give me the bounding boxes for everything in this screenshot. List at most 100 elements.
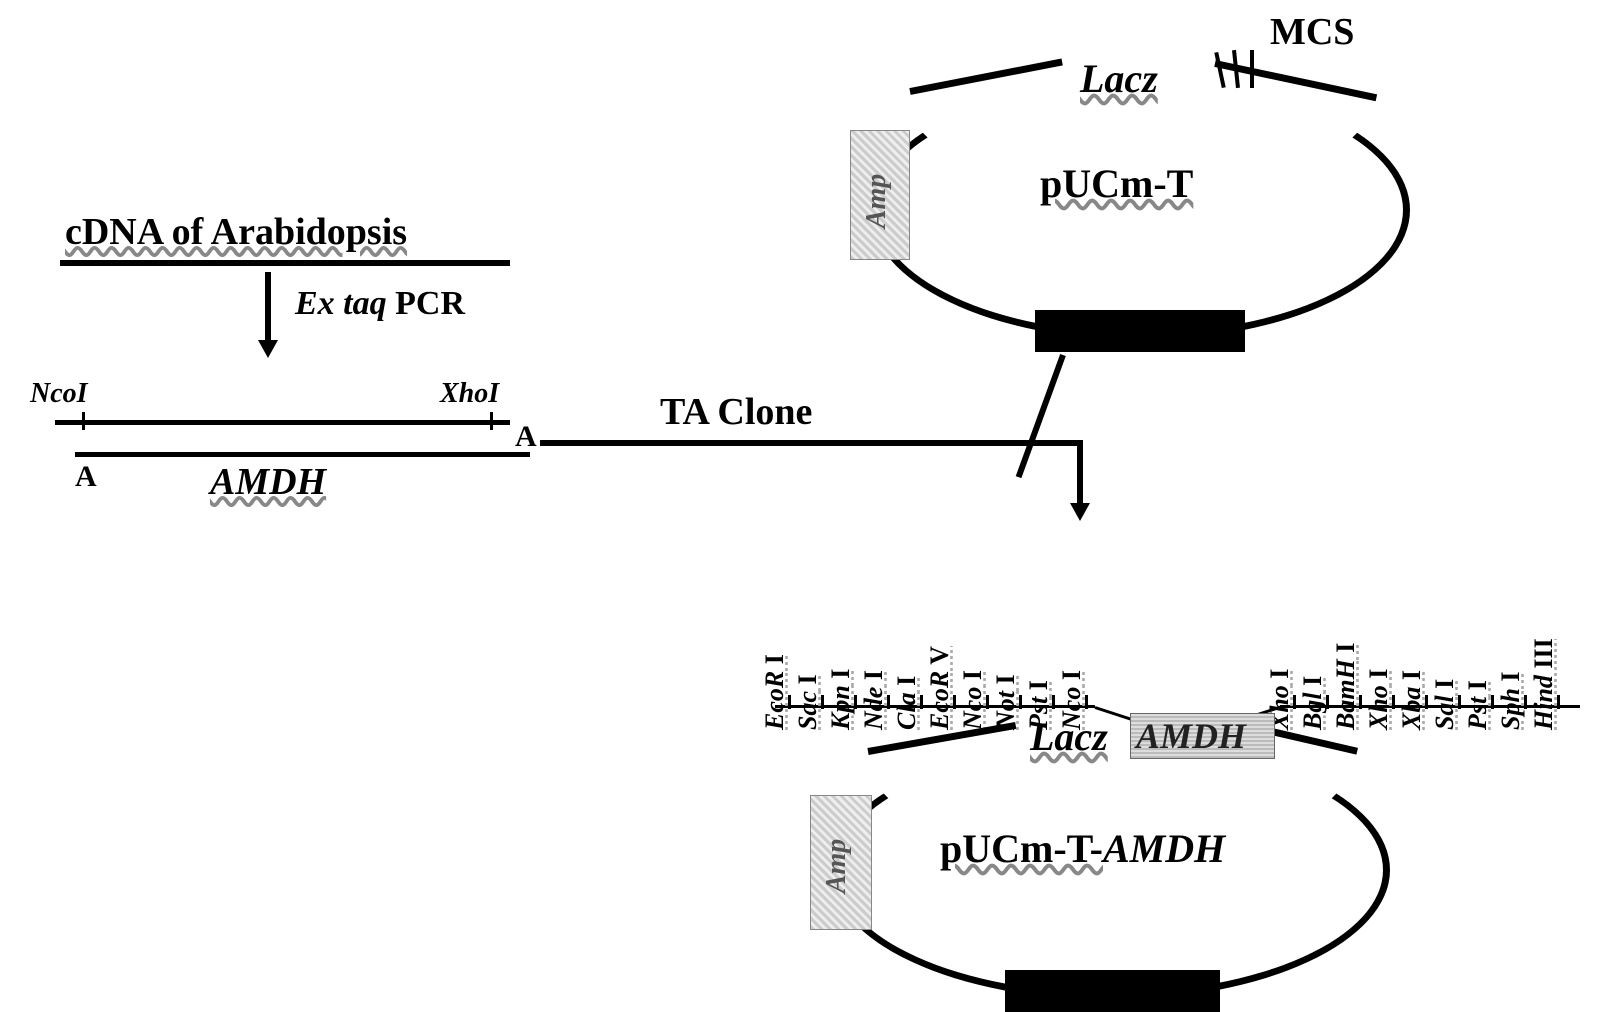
amp-text-1: Amp bbox=[861, 174, 893, 228]
enzyme-ndeI: Nde I bbox=[859, 670, 889, 730]
cdna-underline bbox=[60, 260, 510, 266]
enzyme-num: I bbox=[1265, 669, 1294, 686]
a-left: A bbox=[75, 460, 97, 494]
mcs-tick-1 bbox=[1214, 52, 1225, 88]
enzyme-ecorV: EcoR V bbox=[925, 646, 955, 730]
ta-arrow-line bbox=[540, 440, 1080, 446]
enzyme-hindIII: Hind III bbox=[1529, 638, 1559, 730]
amdh-top-strand bbox=[55, 420, 510, 425]
enzyme-tick bbox=[1293, 695, 1296, 709]
mcs-tick-3 bbox=[1250, 50, 1254, 88]
enzyme-num: I bbox=[892, 676, 921, 693]
pcr-italic: Ex taq bbox=[295, 285, 387, 322]
enzyme-sphI: Sph I bbox=[1496, 671, 1526, 730]
lacz-label-1: Lacz bbox=[1080, 55, 1158, 102]
enzyme-name: Nco bbox=[958, 687, 987, 730]
enzyme-name: Sal bbox=[1430, 695, 1459, 730]
plasmid2-name-prefix: pUCm-T- bbox=[940, 826, 1103, 871]
ta-clone-label: TA Clone bbox=[660, 390, 812, 434]
enzyme-num: I bbox=[1024, 680, 1053, 697]
enzyme-name: EcoR bbox=[925, 671, 954, 730]
pcr-label: Ex taq PCR bbox=[295, 285, 465, 323]
enzyme-tick bbox=[953, 695, 956, 709]
enzyme-tick bbox=[1392, 695, 1395, 709]
enzyme-bamhI: BamH I bbox=[1331, 643, 1361, 730]
a-right: A bbox=[515, 420, 537, 454]
enzyme-num: I bbox=[1057, 670, 1086, 687]
ncoI-tick bbox=[82, 412, 85, 430]
enzyme-tick bbox=[887, 695, 890, 709]
enzyme-name: EcoR bbox=[760, 671, 789, 730]
xhoI-tick bbox=[490, 412, 493, 430]
enzyme-tick bbox=[1524, 695, 1527, 709]
enzyme-num: I bbox=[760, 654, 789, 671]
enzyme-num: I bbox=[859, 670, 888, 687]
enzyme-name: Xba bbox=[1397, 687, 1426, 730]
enzyme-tick bbox=[1557, 695, 1560, 709]
enzyme-salI: Sal I bbox=[1430, 679, 1460, 730]
enzyme-name: Hind bbox=[1529, 675, 1558, 730]
diagram-root: Lacz MCS pUCm-T Amp cDNA of Arabidopsis … bbox=[20, 20, 1590, 977]
enzyme-name: Nde bbox=[859, 687, 888, 730]
ta-arrow-head bbox=[1070, 503, 1090, 521]
enzyme-num: I bbox=[1463, 680, 1492, 697]
pcr-rest: PCR bbox=[387, 285, 465, 322]
enzyme-tick bbox=[1359, 695, 1362, 709]
enzyme-tick bbox=[1458, 695, 1461, 709]
plasmid1-ring bbox=[870, 80, 1410, 340]
black-box-1 bbox=[1035, 310, 1245, 352]
enzyme-num: I bbox=[958, 670, 987, 687]
plasmid2-name: pUCm-T-AMDH bbox=[940, 825, 1225, 872]
enzyme-num: I bbox=[793, 674, 822, 691]
enzyme-num: I bbox=[1397, 670, 1426, 687]
enzyme-name: Cla bbox=[892, 692, 921, 730]
enzyme-name: Xho bbox=[1364, 685, 1393, 730]
plasmid1-to-ta-line bbox=[1016, 354, 1066, 478]
amdh-label: AMDH bbox=[210, 460, 326, 504]
enzyme-num: I bbox=[1496, 671, 1525, 688]
enzyme-tick bbox=[1085, 695, 1088, 709]
enzyme-num: I bbox=[991, 674, 1020, 691]
enzyme-tick bbox=[1326, 695, 1329, 709]
enzyme-xbaI: Xba I bbox=[1397, 670, 1427, 730]
enzyme-name: Sph bbox=[1496, 688, 1525, 730]
enzyme-num: V bbox=[925, 646, 954, 671]
enzyme-num: III bbox=[1529, 638, 1558, 675]
ncoI-label: NcoI bbox=[30, 378, 88, 410]
plasmid2-name-italic: AMDH bbox=[1103, 826, 1225, 871]
plasmid1-name: pUCm-T bbox=[1040, 160, 1193, 207]
pcr-arrow-head bbox=[258, 340, 278, 358]
enzyme-tick bbox=[986, 695, 989, 709]
enzyme-xhoI: Xho I bbox=[1364, 669, 1394, 730]
enzyme-num: I bbox=[1331, 643, 1360, 660]
enzyme-name: Pst bbox=[1463, 697, 1492, 730]
enzyme-num: I bbox=[1298, 676, 1327, 693]
enzyme-name: BamH bbox=[1331, 659, 1360, 730]
amdh-bottom-strand bbox=[75, 452, 530, 457]
black-box-2 bbox=[1005, 970, 1220, 1012]
enzyme-num: I bbox=[1430, 679, 1459, 696]
ta-arrow-bend bbox=[1077, 440, 1083, 505]
enzyme-num: I bbox=[826, 669, 855, 686]
amp-text-2: Amp bbox=[821, 839, 853, 893]
enzyme-claI: Cla I bbox=[892, 676, 922, 730]
pcr-arrow-stem bbox=[265, 272, 271, 342]
cdna-title: cDNA of Arabidopsis bbox=[65, 210, 407, 254]
enzyme-notI: Not I bbox=[991, 674, 1021, 730]
mcs-label: MCS bbox=[1270, 10, 1354, 54]
xhoI-label: XhoI bbox=[440, 378, 499, 410]
enzyme-name: Bgl bbox=[1298, 692, 1327, 730]
enzyme-tick bbox=[821, 695, 824, 709]
enzyme-tick bbox=[920, 695, 923, 709]
enzyme-sacI: Sac I bbox=[793, 674, 823, 730]
enzyme-pstI: Pst I bbox=[1463, 680, 1493, 730]
enzyme-tick bbox=[788, 695, 791, 709]
enzyme-name: Kpn bbox=[826, 685, 855, 730]
enzyme-num: I bbox=[1364, 669, 1393, 686]
enzyme-tick bbox=[854, 695, 857, 709]
enzyme-tick bbox=[1491, 695, 1494, 709]
enzyme-tick bbox=[1052, 695, 1055, 709]
enzyme-ncoI: Nco I bbox=[958, 670, 988, 730]
lacz-label-2: Lacz bbox=[1030, 713, 1108, 760]
enzyme-kpnI: Kpn I bbox=[826, 669, 856, 730]
